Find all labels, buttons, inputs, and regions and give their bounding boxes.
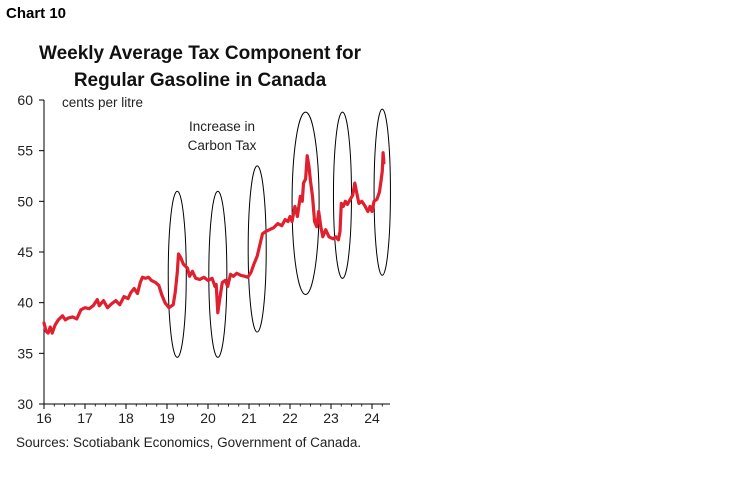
- carbon-tax-ellipse: [373, 108, 391, 276]
- x-tick-label: 22: [282, 410, 298, 426]
- x-tick-label: 20: [200, 410, 216, 426]
- carbon-tax-ellipse: [167, 190, 187, 358]
- chart-series: [42, 151, 386, 335]
- annotation-line-2: Carbon Tax: [188, 138, 257, 153]
- chart-title-line-1: Weekly Average Tax Component for: [38, 43, 362, 64]
- x-tick-label: 24: [364, 410, 380, 426]
- carbon-tax-ellipses: [167, 108, 391, 358]
- y-tick-label: 40: [17, 295, 33, 311]
- carbon-tax-ellipse: [208, 190, 228, 358]
- y-tick-label: 30: [17, 396, 33, 412]
- x-tick-label: 18: [118, 410, 134, 426]
- tax-component-line: [42, 151, 386, 335]
- carbon-tax-ellipse: [291, 111, 320, 296]
- y-axis-unit-label: cents per litre: [62, 95, 143, 110]
- annotation-line-1: Increase in: [189, 119, 255, 134]
- x-tick-label: 19: [159, 410, 175, 426]
- y-tick-label: 60: [17, 92, 33, 108]
- chart-source: Sources: Scotiabank Economics, Governmen…: [16, 435, 362, 450]
- y-tick-label: 35: [17, 345, 33, 361]
- chart-axes: 30 35 40 45 50 55 60 16 17 18 19 20 21 22 23 24: [17, 92, 390, 426]
- x-tick-label: 21: [241, 410, 257, 426]
- chart-title: Weekly Average Tax Component for Regular…: [0, 40, 400, 94]
- carbon-tax-ellipse: [332, 111, 353, 279]
- y-tick-label: 50: [17, 193, 33, 209]
- chart-title-line-2: Regular Gasoline in Canada: [73, 70, 327, 91]
- chart-number-label: Chart 10: [6, 5, 67, 22]
- carbon-tax-ellipse: [247, 165, 267, 333]
- x-tick-label: 16: [36, 410, 52, 426]
- x-tick-label: 17: [77, 410, 93, 426]
- y-tick-label: 55: [17, 143, 33, 159]
- y-tick-label: 45: [17, 244, 33, 260]
- x-tick-label: 23: [323, 410, 339, 426]
